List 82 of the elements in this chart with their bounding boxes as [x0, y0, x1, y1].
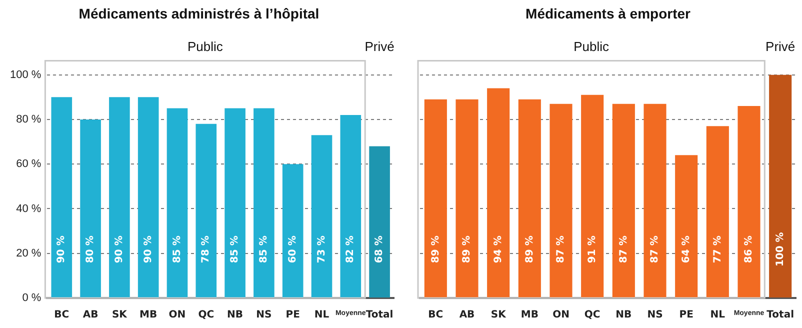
- x-tick-label: MB: [140, 310, 158, 321]
- data-label: 68 %: [374, 236, 386, 264]
- bar: [581, 94, 604, 298]
- y-tick-label: 60 %: [16, 158, 42, 170]
- text: Public: [187, 38, 224, 54]
- text: Public: [574, 38, 610, 54]
- data-label: 73 %: [316, 236, 328, 264]
- x-tick-label: NS: [256, 310, 272, 321]
- data-label: 100 %: [774, 232, 786, 267]
- data-label: 87 %: [650, 236, 661, 264]
- x-tick-label: Total: [766, 310, 794, 321]
- bar: [769, 74, 792, 298]
- data-label: 89 %: [524, 236, 536, 264]
- x-tick-label: QC: [198, 310, 214, 321]
- data-label: 77 %: [712, 236, 724, 264]
- data-label: 85 %: [230, 236, 241, 264]
- bar: [518, 99, 541, 298]
- bar: [340, 114, 362, 298]
- bar: [311, 135, 332, 298]
- data-label: 90 %: [142, 236, 154, 264]
- y-tick-label: 0 %: [22, 292, 42, 304]
- bar: [282, 164, 304, 298]
- data-label: 91 %: [586, 236, 598, 264]
- bar: [612, 104, 635, 298]
- x-tick-label: NL: [710, 310, 726, 321]
- x-tick-label: NB: [227, 310, 244, 321]
- y-tick-label: 20 %: [16, 247, 42, 260]
- data-label: 90 %: [56, 236, 68, 264]
- data-label: 85 %: [258, 236, 270, 264]
- data-label: 82 %: [345, 236, 356, 264]
- text: Privé: [766, 38, 796, 54]
- data-label: 89 %: [462, 236, 473, 264]
- data-label: 85 %: [172, 236, 183, 264]
- bar: [424, 99, 447, 298]
- text: Privé: [364, 38, 394, 54]
- bar: [51, 97, 72, 298]
- x-tick-label: AB: [459, 310, 475, 321]
- bar: [224, 108, 246, 298]
- data-label: 86 %: [744, 236, 755, 264]
- bar: [644, 104, 666, 298]
- x-tick-label: Total: [366, 310, 394, 321]
- bar: [109, 97, 130, 298]
- x-tick-label: ON: [168, 310, 186, 321]
- x-tick-label: BC: [428, 310, 444, 321]
- chart-title: Médicaments administrés à l’hôpital: [78, 5, 320, 22]
- x-tick-label: NB: [616, 310, 632, 321]
- x-tick-label: SK: [112, 310, 128, 321]
- bar: [254, 108, 274, 298]
- x-tick-label: AB: [82, 310, 98, 321]
- bar: [706, 126, 729, 298]
- data-label: 60 %: [287, 236, 298, 264]
- bar: [487, 88, 510, 298]
- data-label: 87 %: [556, 236, 567, 264]
- x-tick-label: PE: [679, 310, 694, 321]
- bar: [196, 124, 217, 298]
- x-tick-label: QC: [584, 310, 600, 321]
- data-label: 94 %: [492, 236, 504, 264]
- x-tick-label: SK: [490, 310, 508, 321]
- bar: [166, 108, 188, 298]
- x-tick-label: PE: [286, 310, 300, 321]
- chart-title: Médicaments à emporter: [526, 5, 692, 22]
- bar: [738, 106, 760, 298]
- bar: [138, 97, 159, 298]
- bar: [456, 99, 478, 298]
- data-label: 80 %: [85, 236, 96, 264]
- x-tick-label: NS: [647, 310, 663, 321]
- bar: [550, 104, 572, 298]
- data-label: 64 %: [680, 236, 692, 264]
- bar: [369, 146, 390, 298]
- y-tick-label: 40 %: [16, 202, 42, 215]
- bar: [675, 155, 698, 298]
- data-label: 90 %: [114, 236, 126, 264]
- y-tick-label: 100 %: [10, 68, 42, 81]
- x-tick-label: ON: [552, 310, 570, 321]
- data-label: 87 %: [618, 236, 630, 264]
- data-label: 78 %: [200, 236, 212, 264]
- x-tick-label: NL: [314, 310, 330, 321]
- data-label: 89 %: [430, 236, 442, 264]
- x-tick-label: MB: [520, 310, 538, 321]
- y-tick-label: 80 %: [16, 113, 42, 126]
- x-tick-label: BC: [54, 310, 70, 321]
- bar: [80, 119, 101, 298]
